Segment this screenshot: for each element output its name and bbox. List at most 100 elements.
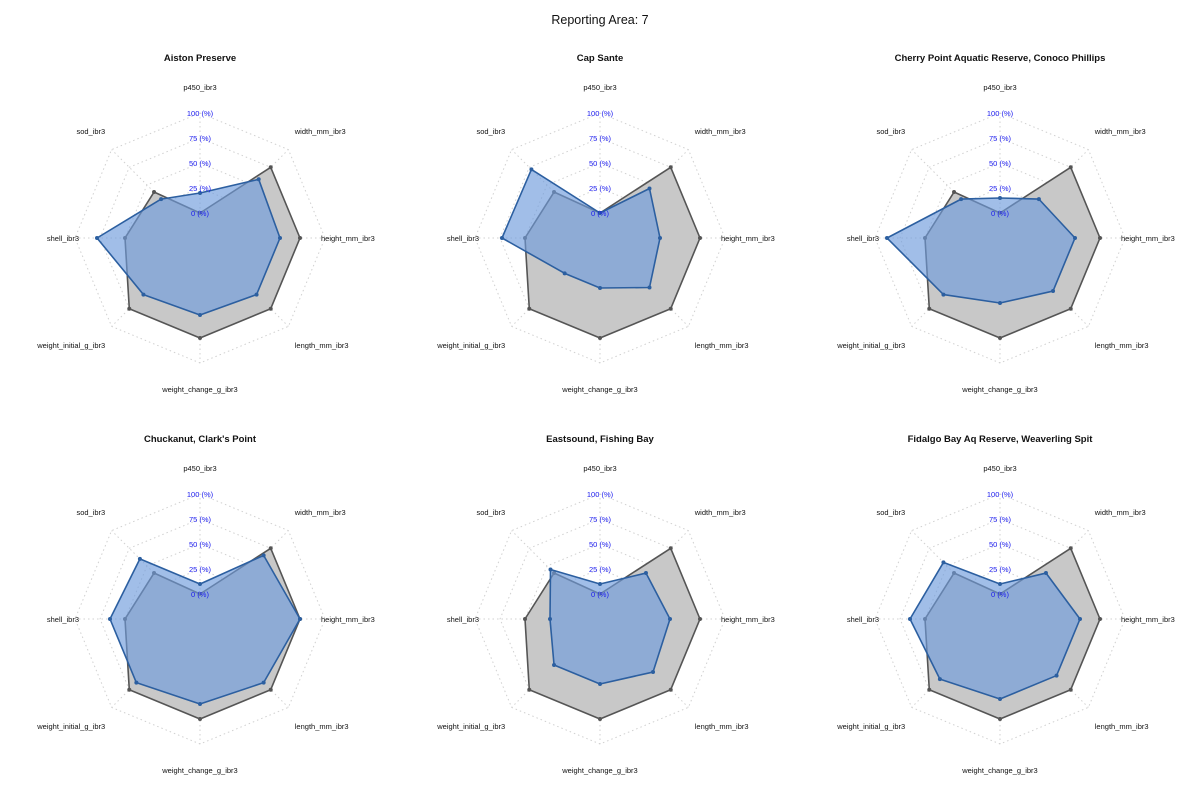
tick-label: 100 (%) [587,109,614,118]
reference-point [268,687,273,692]
reference-point [198,717,202,721]
site-point [1073,236,1077,240]
site-point [108,617,112,621]
tick-label: 50 (%) [589,159,612,168]
site-point [668,617,672,621]
reference-point [668,687,673,692]
reference-point [1068,687,1073,692]
tick-label: 25 (%) [189,565,212,574]
axis-label: weight_initial_g_ibr3 [836,722,905,731]
axis-label: length_mm_ibr3 [1095,341,1149,350]
site-point [141,292,146,297]
axis-label: height_mm_ibr3 [1121,234,1175,243]
reference-point [152,190,157,195]
tick-label: 25 (%) [589,184,612,193]
axis-label: sod_ibr3 [76,127,105,136]
site-point [598,286,602,290]
axis-label: p450_ibr3 [983,464,1016,473]
site-point [529,167,534,172]
chart-title: Cap Sante [577,53,623,64]
axis-label: sod_ibr3 [876,127,905,136]
reference-point [527,306,532,311]
axis-label: weight_change_g_ibr3 [961,766,1037,775]
reference-point [527,687,532,692]
reference-point [698,617,702,621]
site-point [261,553,266,558]
tick-label: 75 (%) [589,515,612,524]
axis-label: length_mm_ibr3 [1095,722,1149,731]
tick-label: 50 (%) [989,159,1012,168]
tick-label: 0 (%) [591,209,609,218]
axis-label: weight_change_g_ibr3 [161,766,237,775]
reference-point [268,546,273,551]
axis-label: height_mm_ibr3 [321,234,375,243]
site-series-area [886,197,1076,304]
chart-title: Aiston Preserve [164,53,236,64]
axis-label: shell_ibr3 [47,615,79,624]
site-point [885,236,889,240]
axis-label: width_mm_ibr3 [694,127,746,136]
page-title: Reporting Area: 7 [551,13,649,27]
tick-label: 75 (%) [189,515,212,524]
site-point [1054,673,1059,678]
axis-label: width_mm_ibr3 [294,508,346,517]
reference-point [668,306,673,311]
site-point [658,236,662,240]
site-point [95,236,99,240]
site-point [256,177,261,182]
site-point [998,582,1002,586]
radar-chart: Eastsound, Fishing Bay 0 (%) 25 (%) 50 (%) 7… [436,434,775,775]
tick-label: 50 (%) [189,540,212,549]
chart-title: Fidalgo Bay Aq Reserve, Weaverling Spit [908,434,1094,445]
axis-label: p450_ibr3 [183,464,216,473]
axis-label: height_mm_ibr3 [721,615,775,624]
tick-label: 100 (%) [987,490,1014,499]
tick-label: 75 (%) [989,134,1012,143]
axis-label: weight_change_g_ibr3 [561,385,637,394]
reference-point [1068,546,1073,551]
site-point [134,680,139,685]
axis-label: length_mm_ibr3 [295,722,349,731]
site-point [937,677,942,682]
axis-label: sod_ibr3 [876,508,905,517]
reference-point [298,236,302,240]
chart-title: Chuckanut, Clark's Point [144,434,257,445]
axis-spoke [511,530,583,602]
site-series-area [501,168,661,289]
reference-point [998,336,1002,340]
reference-point [598,336,602,340]
axis-label: p450_ibr3 [583,464,616,473]
axis-label: p450_ibr3 [183,83,216,92]
axis-label: weight_initial_g_ibr3 [36,341,105,350]
tick-label: 25 (%) [589,565,612,574]
reference-point [998,717,1002,721]
tick-label: 50 (%) [189,159,212,168]
axis-label: shell_ibr3 [47,234,79,243]
axis-label: shell_ibr3 [847,234,879,243]
radar-chart: Cap Sante 0 (%) 25 (%) 50 (%) 75 (%) 100 (%) p… [436,53,775,394]
axis-label: sod_ibr3 [476,127,505,136]
tick-label: 100 (%) [187,490,214,499]
site-point [278,236,282,240]
axis-label: sod_ibr3 [76,508,105,517]
tick-label: 25 (%) [989,184,1012,193]
site-point [941,292,946,297]
axis-spoke [111,149,183,221]
tick-label: 0 (%) [191,590,209,599]
site-point [1036,197,1041,202]
site-point [908,617,912,621]
site-point [998,301,1002,305]
tick-label: 50 (%) [989,540,1012,549]
axis-label: weight_change_g_ibr3 [961,385,1037,394]
axis-label: width_mm_ibr3 [1094,508,1146,517]
tick-label: 25 (%) [189,184,212,193]
tick-label: 0 (%) [191,209,209,218]
axis-label: shell_ibr3 [447,615,479,624]
site-point [548,567,553,572]
tick-label: 100 (%) [987,109,1014,118]
axis-label: length_mm_ibr3 [295,341,349,350]
radar-chart: Fidalgo Bay Aq Reserve, Weaverling Spit 0… [836,434,1175,775]
tick-label: 0 (%) [991,209,1009,218]
